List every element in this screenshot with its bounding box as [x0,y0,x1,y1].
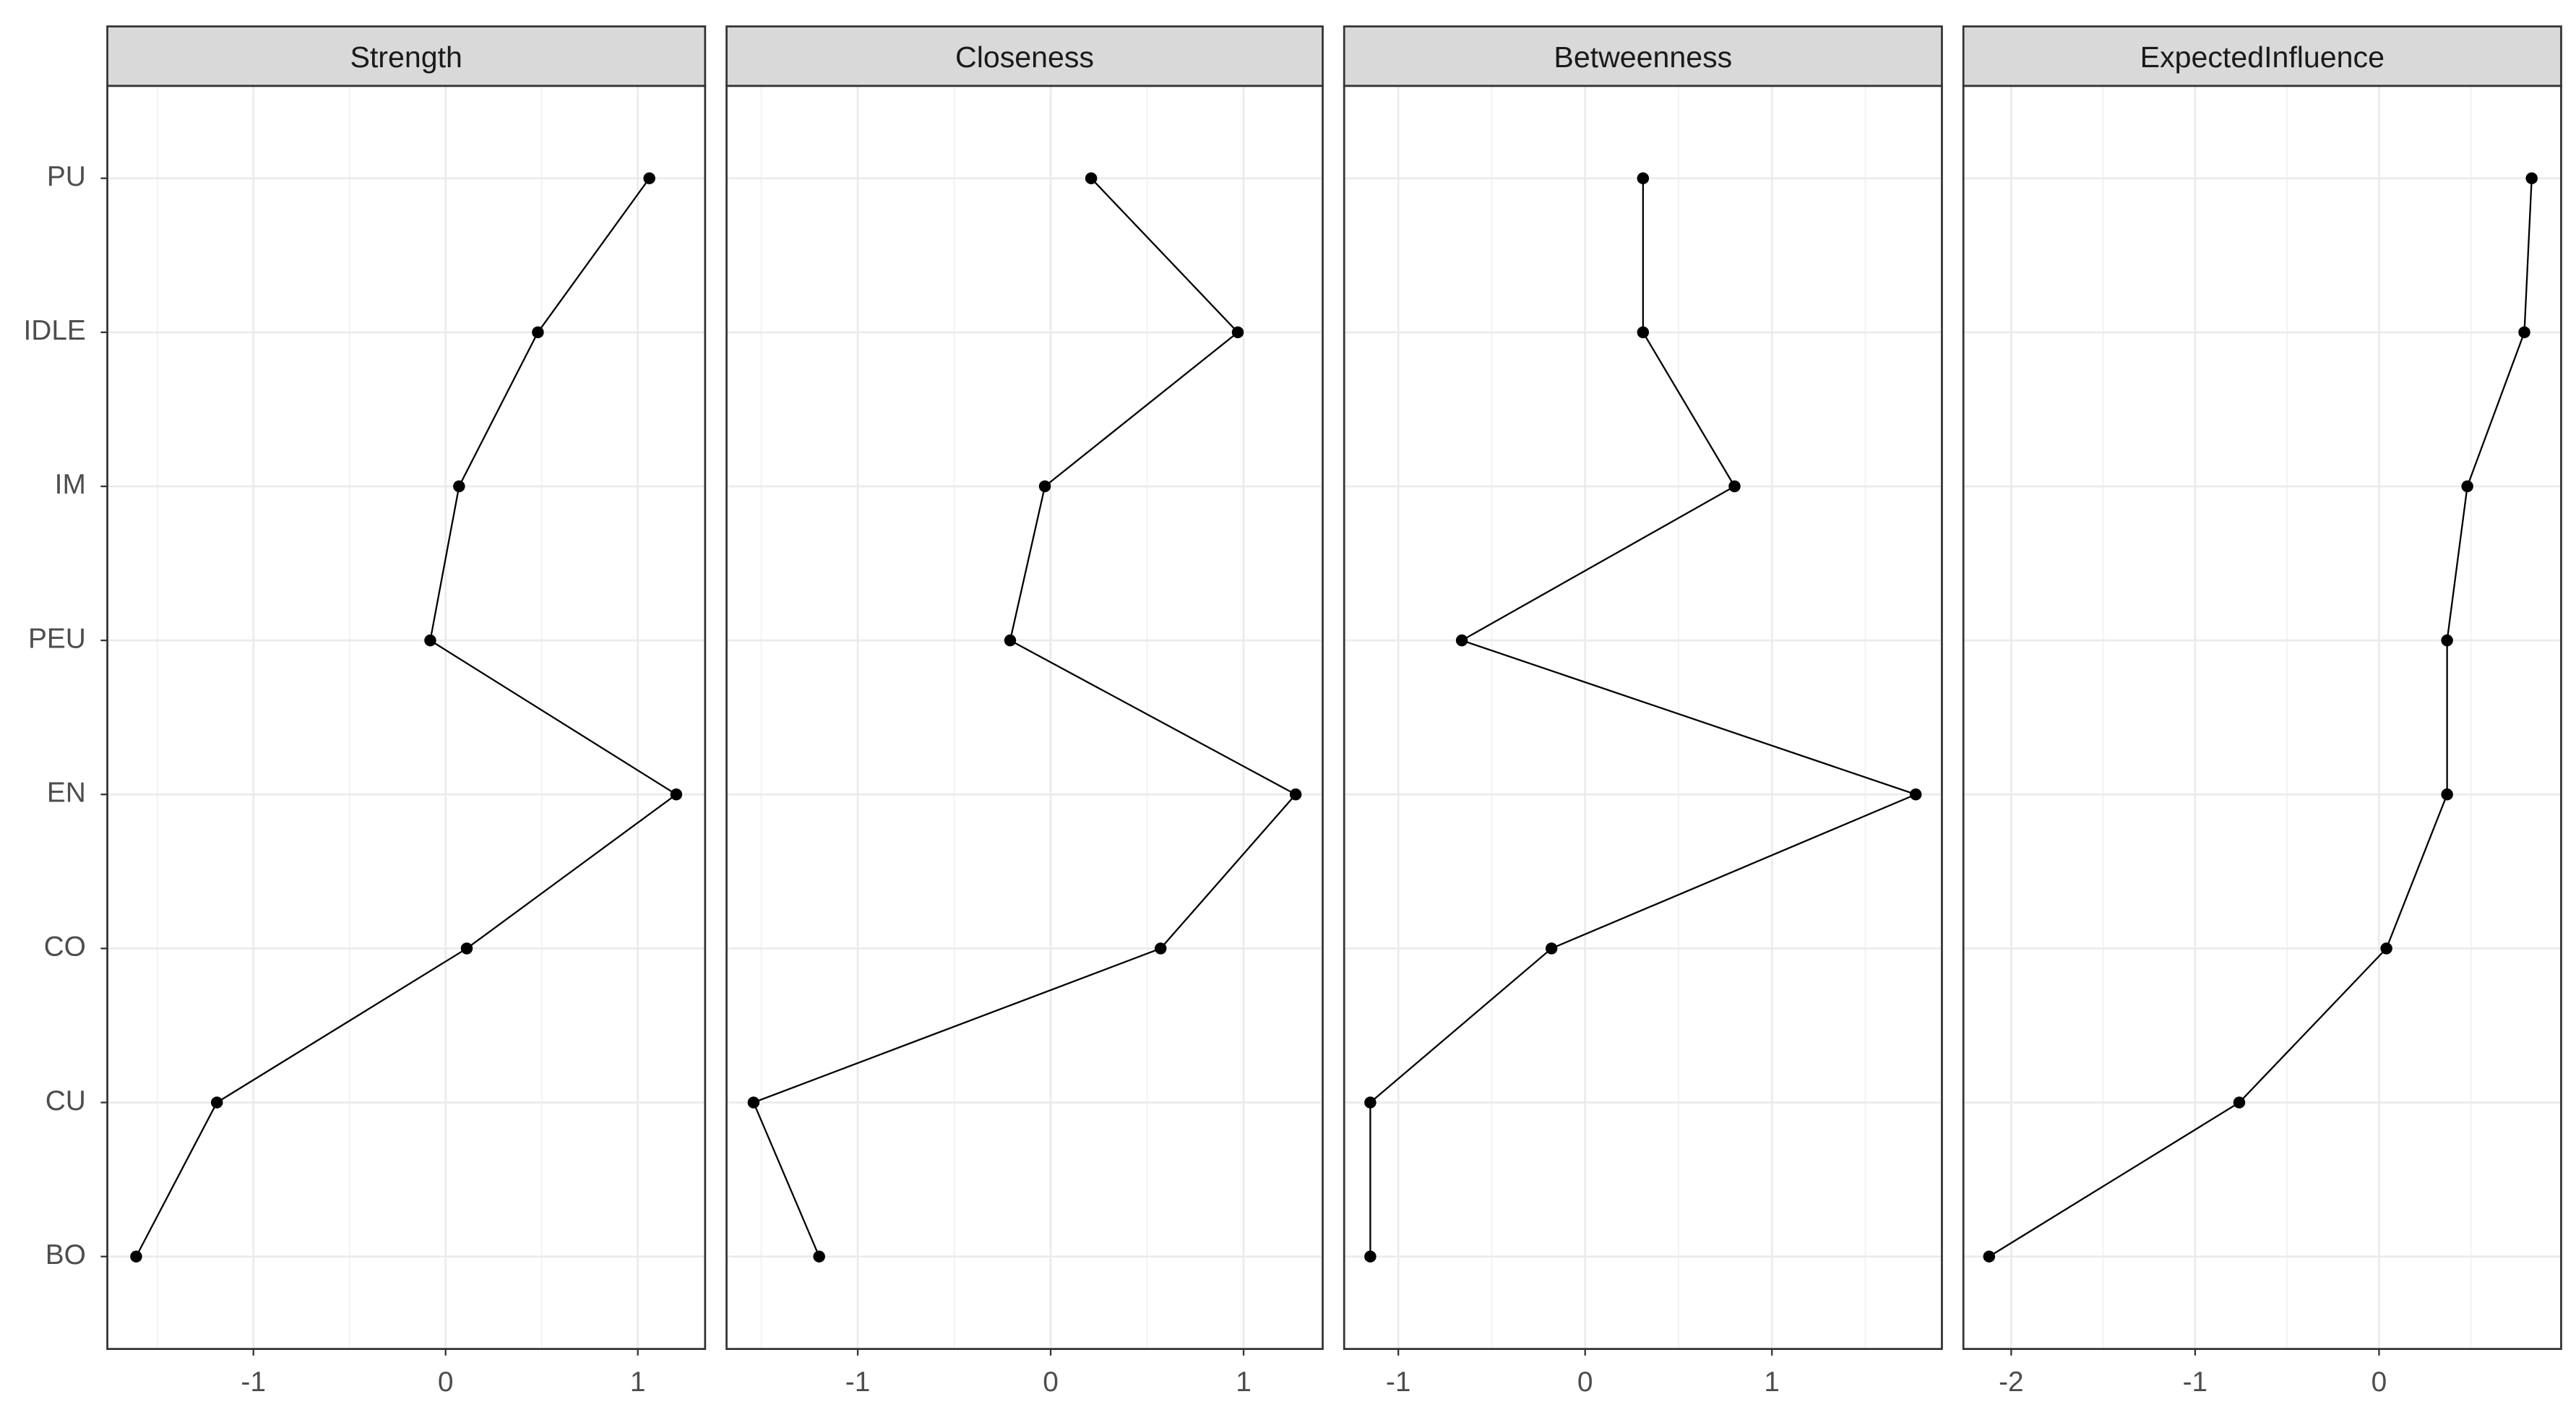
x-tick-label: 0 [1577,1367,1593,1398]
data-point [1038,480,1051,493]
x-tick-label: -1 [845,1367,871,1398]
data-point [1154,942,1167,955]
data-line [1369,178,1918,1257]
x-tick-label: 1 [1764,1367,1780,1398]
y-tick-label: PEU [28,623,86,654]
strip-title: Closeness [955,40,1094,74]
x-tick-label: 1 [630,1367,646,1398]
data-point [2380,942,2392,955]
data-point [747,1096,760,1109]
data-point [1364,1096,1377,1109]
data-line [752,177,1297,1257]
data-point [2518,326,2530,339]
x-tick-label: -1 [1386,1367,1411,1398]
y-tick-label: CO [44,932,86,963]
strip [106,25,707,87]
y-tick-label: CU [46,1085,86,1117]
data-point [1728,480,1741,493]
data-point [813,1250,825,1263]
strip-title: Strength [350,40,462,74]
data-point [1004,634,1017,647]
data-point [1289,788,1302,801]
data-point [460,942,473,955]
data-point [2461,480,2473,493]
y-tick-label: PU [47,161,86,192]
x-tick-label: 0 [1043,1367,1059,1398]
data-point [1364,1250,1377,1263]
panel-background [726,85,1323,1349]
panel-background [107,85,705,1349]
data-line [1989,178,2533,1257]
data-line [135,178,678,1257]
x-tick-label: -2 [1999,1367,2024,1398]
y-tick-label: EN [47,778,86,809]
data-point [2441,788,2453,801]
y-tick-label: IM [55,469,86,500]
strip [725,25,1324,87]
data-point [670,788,683,801]
data-point [210,1096,223,1109]
x-tick-label: 0 [438,1367,454,1398]
strip [1962,25,2562,87]
data-point [1983,1250,1996,1263]
strip [1343,25,1943,87]
data-point [1910,788,1922,801]
strip-title: ExpectedInfluence [2140,40,2385,74]
data-point [643,172,655,184]
x-tick-label: 0 [2372,1367,2387,1398]
data-point [2525,172,2538,184]
x-tick-label: -1 [2183,1367,2208,1398]
data-point [130,1250,142,1263]
data-point [1455,634,1468,647]
x-tick-label: 1 [1236,1367,1252,1398]
x-tick-label: -1 [241,1367,266,1398]
data-point [1231,326,1244,339]
data-point [1637,172,1650,184]
data-point [1085,172,1098,184]
data-point [532,326,544,339]
data-point [453,480,465,493]
strip-title: Betweenness [1554,40,1732,74]
data-point [1637,326,1650,339]
data-point [1545,942,1558,955]
data-point [424,634,436,647]
data-point [2441,634,2453,647]
y-tick-label: IDLE [23,315,85,346]
panel-background [1963,85,2562,1349]
data-point [2233,1096,2246,1109]
y-tick-label: BO [46,1239,86,1270]
